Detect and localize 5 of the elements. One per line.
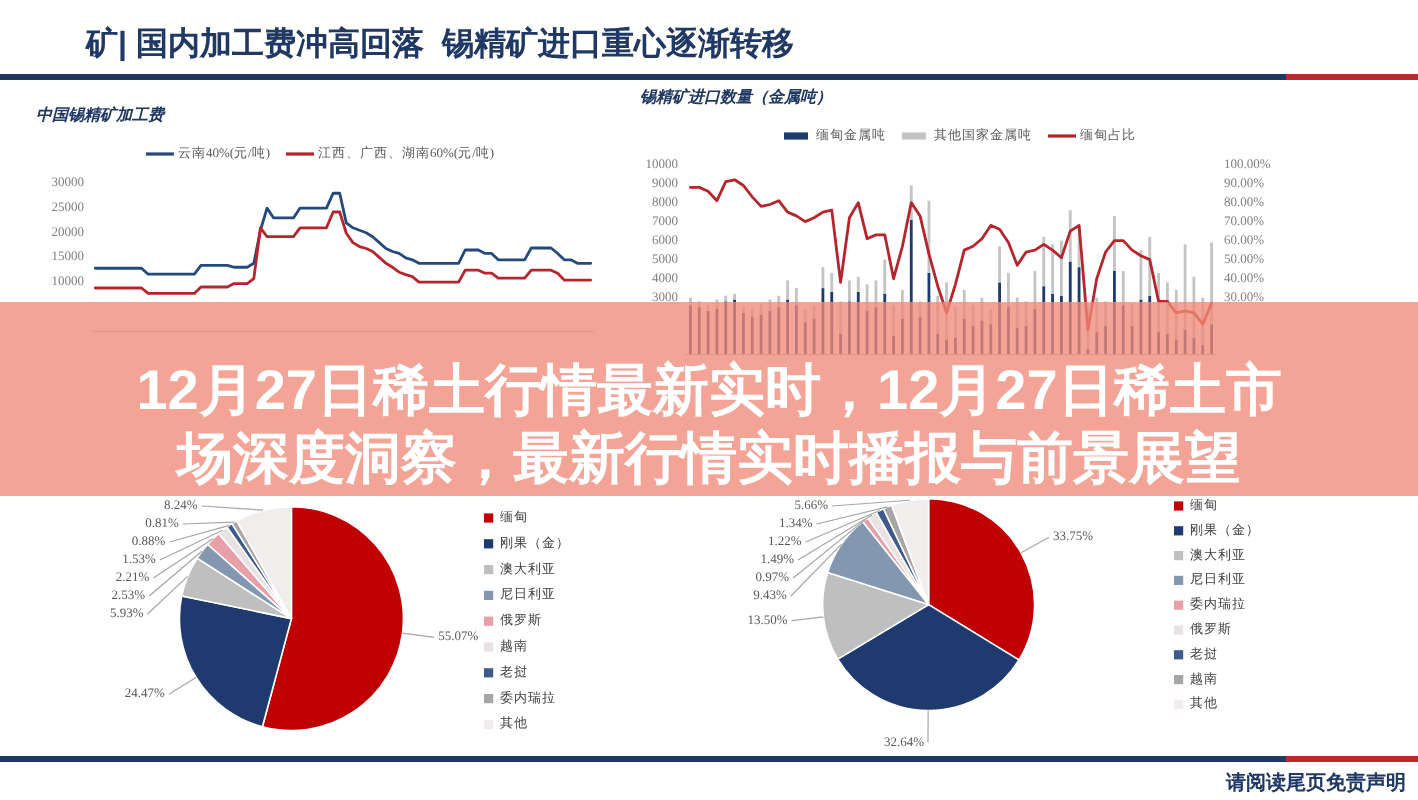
chart-title: 锡精矿进口数量（金属吨） <box>640 86 832 106</box>
chart-title: 中国锡精矿加工费 <box>36 104 166 124</box>
text: 12月27日稀土行情最新实时，12月27日稀土市场深度洞察，最新行情实时播报与前景展望 <box>136 359 1282 489</box>
text: 请阅读尾页免责声明 <box>1224 771 1406 795</box>
text: 矿| 国内加工费冲高回落 锡精矿进口重心逐渐转移 <box>84 24 794 62</box>
